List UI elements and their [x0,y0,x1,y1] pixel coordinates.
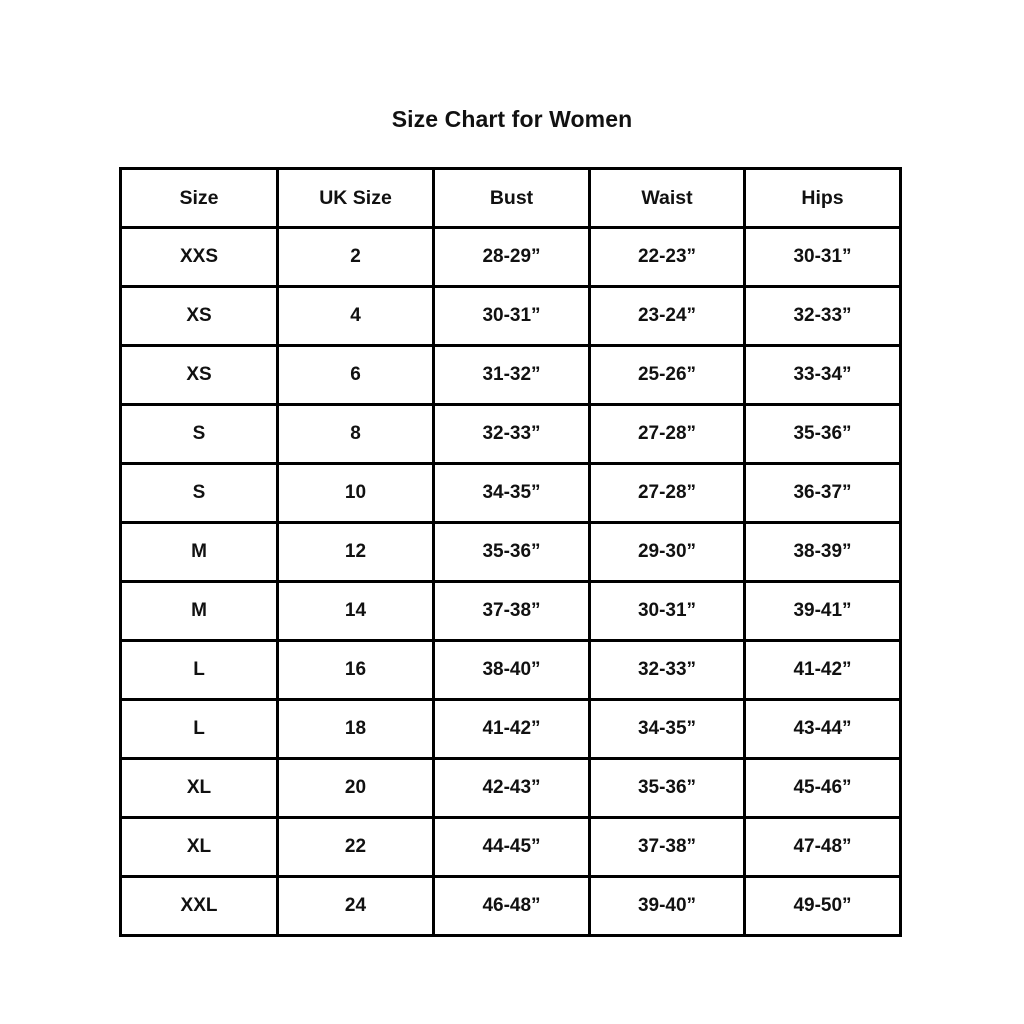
table-body: XXS 2 28-29” 22-23” 30-31” XS 4 30-31” 23-24” 32-… [119,226,902,937]
cell-bust: 37-38” [432,580,591,642]
cell-uk-size: 4 [276,285,435,347]
cell-uk-size: 24 [276,875,435,937]
cell-bust: 34-35” [432,462,591,524]
cell-bust: 41-42” [432,698,591,760]
table-row: M 12 35-36” 29-30” 38-39” [119,521,902,583]
cell-size: M [119,580,279,642]
cell-waist: 32-33” [588,639,746,701]
cell-bust: 28-29” [432,226,591,288]
column-header-bust: Bust [432,167,591,229]
table-row: L 16 38-40” 32-33” 41-42” [119,639,902,701]
column-header-size: Size [119,167,279,229]
cell-size: L [119,639,279,701]
cell-bust: 35-36” [432,521,591,583]
cell-bust: 30-31” [432,285,591,347]
cell-bust: 46-48” [432,875,591,937]
table-header: Size UK Size Bust Waist Hips [119,167,902,229]
table-row: XL 20 42-43” 35-36” 45-46” [119,757,902,819]
cell-waist: 39-40” [588,875,746,937]
cell-hips: 47-48” [743,816,902,878]
table-row: XS 4 30-31” 23-24” 32-33” [119,285,902,347]
cell-hips: 33-34” [743,344,902,406]
cell-size: XXL [119,875,279,937]
cell-bust: 42-43” [432,757,591,819]
cell-size: XXS [119,226,279,288]
cell-size: L [119,698,279,760]
cell-waist: 37-38” [588,816,746,878]
cell-size: S [119,462,279,524]
cell-waist: 27-28” [588,403,746,465]
cell-size: XS [119,344,279,406]
cell-size: XL [119,757,279,819]
cell-size: S [119,403,279,465]
cell-uk-size: 22 [276,816,435,878]
cell-uk-size: 12 [276,521,435,583]
cell-bust: 32-33” [432,403,591,465]
size-table-container: Size UK Size Bust Waist Hips XXS 2 28-29” 22-23… [119,167,902,937]
cell-waist: 35-36” [588,757,746,819]
table-row: XXL 24 46-48” 39-40” 49-50” [119,875,902,937]
cell-hips: 43-44” [743,698,902,760]
cell-uk-size: 10 [276,462,435,524]
cell-size: XS [119,285,279,347]
cell-hips: 35-36” [743,403,902,465]
table-row: XL 22 44-45” 37-38” 47-48” [119,816,902,878]
cell-hips: 36-37” [743,462,902,524]
column-header-waist: Waist [588,167,746,229]
table-row: XXS 2 28-29” 22-23” 30-31” [119,226,902,288]
cell-hips: 38-39” [743,521,902,583]
table-row: M 14 37-38” 30-31” 39-41” [119,580,902,642]
cell-waist: 23-24” [588,285,746,347]
cell-uk-size: 20 [276,757,435,819]
cell-bust: 38-40” [432,639,591,701]
cell-bust: 44-45” [432,816,591,878]
table-row: L 18 41-42” 34-35” 43-44” [119,698,902,760]
cell-waist: 27-28” [588,462,746,524]
cell-uk-size: 18 [276,698,435,760]
cell-hips: 49-50” [743,875,902,937]
cell-uk-size: 14 [276,580,435,642]
cell-uk-size: 16 [276,639,435,701]
cell-hips: 32-33” [743,285,902,347]
cell-hips: 41-42” [743,639,902,701]
cell-size: M [119,521,279,583]
cell-bust: 31-32” [432,344,591,406]
cell-waist: 29-30” [588,521,746,583]
cell-waist: 22-23” [588,226,746,288]
cell-waist: 34-35” [588,698,746,760]
cell-hips: 39-41” [743,580,902,642]
column-header-uk-size: UK Size [276,167,435,229]
cell-hips: 30-31” [743,226,902,288]
table-row: S 10 34-35” 27-28” 36-37” [119,462,902,524]
cell-hips: 45-46” [743,757,902,819]
table-header-row: Size UK Size Bust Waist Hips [119,167,902,229]
page-title: Size Chart for Women [391,106,633,132]
cell-uk-size: 6 [276,344,435,406]
table-row: S 8 32-33” 27-28” 35-36” [119,403,902,465]
table-row: XS 6 31-32” 25-26” 33-34” [119,344,902,406]
cell-waist: 30-31” [588,580,746,642]
cell-size: XL [119,816,279,878]
size-chart-table: Size UK Size Bust Waist Hips XXS 2 28-29” 22-23… [119,167,902,937]
cell-uk-size: 2 [276,226,435,288]
cell-waist: 25-26” [588,344,746,406]
column-header-hips: Hips [743,167,902,229]
cell-uk-size: 8 [276,403,435,465]
